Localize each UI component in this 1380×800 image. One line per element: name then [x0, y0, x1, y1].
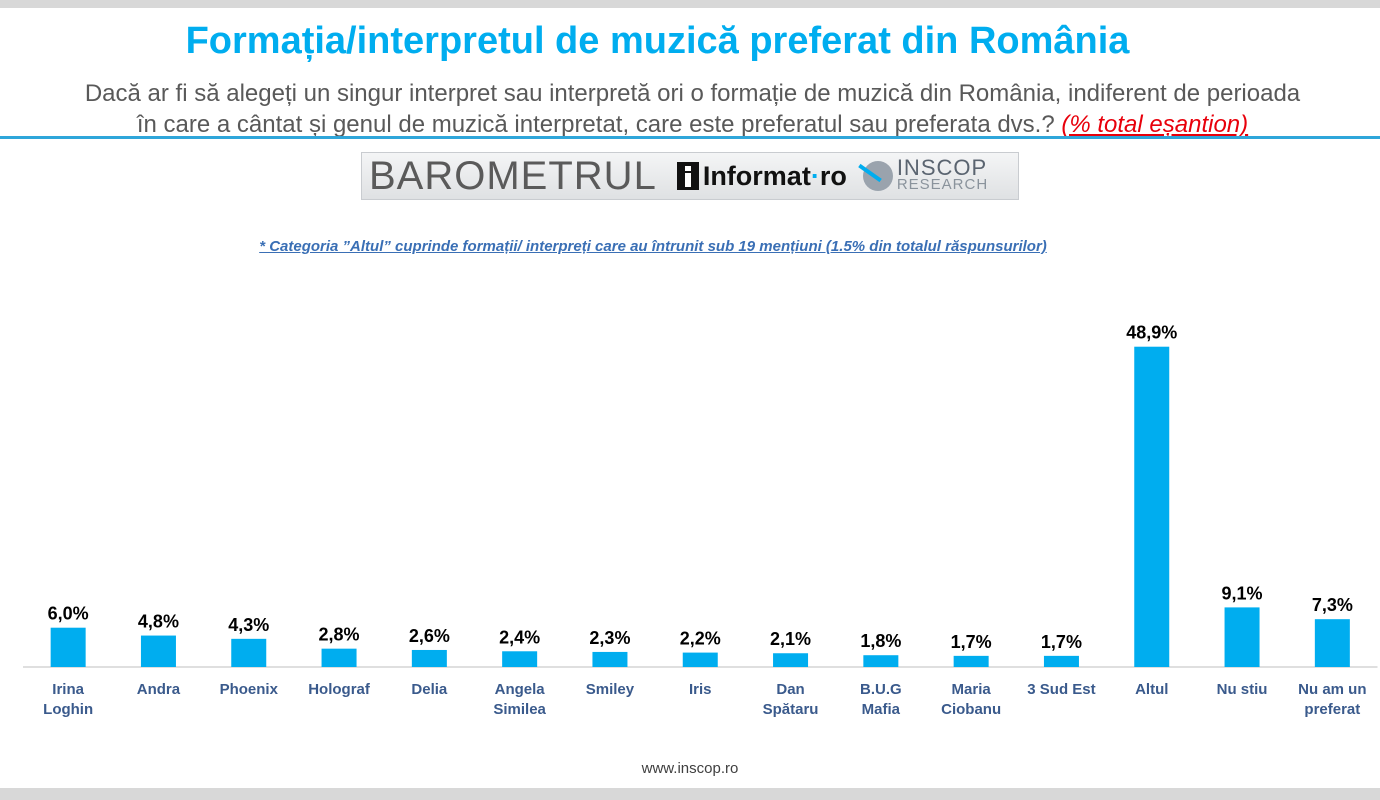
data-label: 2,4%	[499, 627, 540, 647]
bar	[321, 648, 357, 667]
category-label-line: Irina	[52, 681, 84, 698]
data-label: 1,7%	[951, 632, 992, 652]
category-label-line: Nu stiu	[1217, 681, 1268, 698]
inscop-logo: INSCOP RESEARCH	[896, 155, 989, 194]
data-label: 2,3%	[589, 628, 630, 648]
inscop-name: INSCOP	[896, 155, 988, 180]
category-label-line: Similea	[493, 701, 546, 718]
category-label: Altul	[1135, 681, 1168, 698]
category-label: Angela Similea	[493, 681, 546, 718]
category-label-line: 3 Sud Est	[1027, 681, 1095, 698]
data-label: 4,8%	[138, 612, 179, 632]
category-label: Delia	[411, 681, 448, 698]
category-label-line: Holograf	[308, 681, 371, 698]
category-label-line: Nu am un	[1298, 681, 1366, 698]
bar	[50, 627, 86, 667]
category-label-line: Loghin	[43, 701, 93, 718]
survey-question: Dacă ar fi să alegeți un singur interpre…	[20, 78, 1365, 140]
category-label-line: Ciobanu	[941, 701, 1001, 718]
data-label: 2,6%	[409, 626, 450, 646]
page-title: Formația/interpretul de muzică preferat …	[185, 20, 1130, 62]
data-label: 1,8%	[860, 631, 901, 651]
category-label-line: Spătaru	[763, 701, 819, 718]
bar	[773, 653, 809, 667]
data-label: 4,3%	[228, 615, 269, 635]
category-label-line: Delia	[411, 681, 448, 698]
data-label: 2,2%	[680, 629, 721, 649]
informat-tld: ro	[819, 160, 847, 191]
bar	[1224, 607, 1260, 667]
sample-note: (% total eșantion)	[1061, 111, 1249, 138]
category-label-line: Andra	[137, 681, 181, 698]
website-link[interactable]: www.inscop.ro	[641, 760, 739, 777]
category-label: Iris	[689, 681, 712, 698]
category-label-line: B.U.G	[860, 681, 902, 698]
bar	[863, 655, 899, 667]
informat-logo: Informat·ro	[703, 161, 847, 192]
category-label: Nu am un preferat	[1298, 681, 1366, 718]
barometrul-logo: BAROMETRUL	[369, 153, 657, 198]
data-label: 48,9%	[1126, 323, 1177, 343]
category-footnote: * Categoria ”Altul” cuprinde formații/ i…	[259, 238, 1047, 255]
category-label-line: Angela	[495, 681, 546, 698]
bar	[1134, 346, 1170, 667]
category-label-line: Phoenix	[220, 681, 279, 698]
bar	[592, 651, 628, 667]
data-label: 7,3%	[1312, 595, 1353, 615]
category-label: Dan Spătaru	[763, 681, 819, 718]
category-label-line: Dan	[776, 681, 804, 698]
bar	[953, 655, 989, 667]
category-label-line: Altul	[1135, 681, 1168, 698]
category-label: Holograf	[308, 681, 371, 698]
category-label: 3 Sud Est	[1027, 681, 1095, 698]
category-label-line: Mafia	[862, 701, 901, 718]
data-label: 2,1%	[770, 629, 811, 649]
bar	[502, 651, 538, 667]
bar	[682, 652, 718, 667]
informat-name: Informat	[702, 160, 811, 191]
data-label: 6,0%	[48, 604, 89, 624]
bar	[140, 635, 176, 667]
bottom-border	[0, 788, 1380, 800]
title-divider	[0, 136, 1380, 139]
data-label: 2,8%	[319, 625, 360, 645]
data-label: 9,1%	[1222, 583, 1263, 603]
bar	[1043, 655, 1079, 667]
category-label: Maria Ciobanu	[941, 681, 1001, 718]
inscop-research: RESEARCH	[896, 176, 989, 193]
data-label: 1,7%	[1041, 632, 1082, 652]
category-label-line: Maria	[952, 681, 992, 698]
question-line-1: Dacă ar fi să alegeți un singur interpre…	[84, 80, 1301, 107]
bar	[1314, 619, 1350, 667]
informat-icon	[676, 162, 699, 190]
inscop-icon	[862, 161, 893, 191]
category-label: Nu stiu	[1217, 681, 1268, 698]
category-label-line: Iris	[689, 681, 712, 698]
informat-dot: ·	[810, 160, 820, 191]
question-line-2: în care a cântat și genul de muzică inte…	[136, 111, 1055, 138]
category-label: Irina Loghin	[43, 681, 93, 718]
category-label-line: preferat	[1304, 701, 1360, 718]
bar	[411, 649, 447, 667]
bar	[231, 638, 267, 667]
barometrul-logo-banner: BAROMETRUL Informat·ro INSCOP RESEARCH	[361, 152, 1019, 200]
category-label: Phoenix	[220, 681, 279, 698]
bar-chart: 6,0% Irina Loghin 4,8% Andra 4,3% Phoenix 2,8% H…	[23, 323, 1378, 718]
category-label-line: Smiley	[586, 681, 635, 698]
category-label: Andra	[137, 681, 181, 698]
top-border	[0, 0, 1380, 8]
category-label: B.U.G Mafia	[860, 681, 902, 718]
category-label: Smiley	[586, 681, 635, 698]
